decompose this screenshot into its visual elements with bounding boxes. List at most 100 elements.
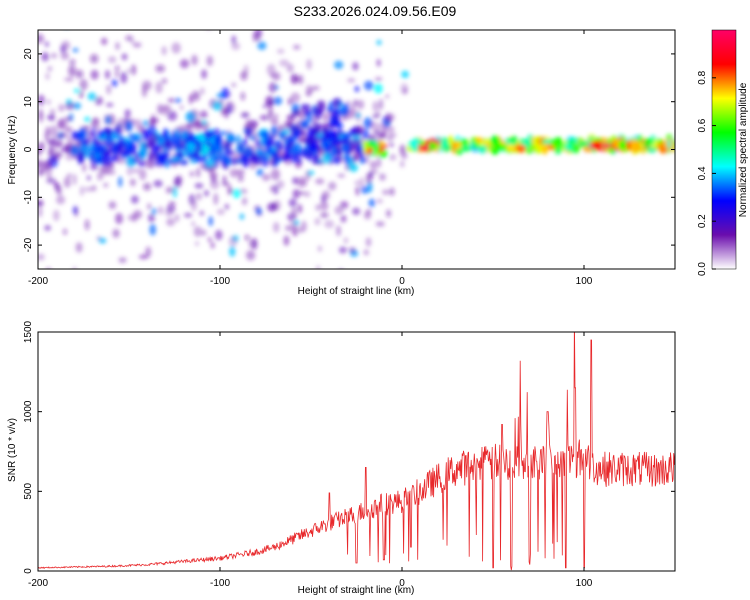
- heatmap-cell: [240, 112, 250, 118]
- x-tick-label: -100: [210, 276, 230, 287]
- heatmap-cell: [222, 175, 227, 186]
- heatmap-cell: [132, 157, 139, 164]
- heatmap-cell: [166, 278, 172, 282]
- heatmap-cell: [478, 143, 488, 155]
- heatmap-cell: [292, 176, 299, 185]
- heatmap-cell: [191, 90, 201, 102]
- heatmap-cell: [322, 136, 328, 147]
- heatmap-cell: [221, 87, 230, 99]
- colorbar-label: Normalized spectral amplitude: [738, 82, 749, 217]
- heatmap-cell: [305, 84, 313, 97]
- heatmap-cell: [44, 159, 53, 171]
- heatmap-cell: [55, 195, 66, 205]
- heatmap-cell: [375, 221, 385, 227]
- heatmap-cell: [195, 141, 204, 153]
- y-tick-label: 10: [23, 96, 34, 108]
- heatmap-cell: [38, 149, 42, 156]
- heatmap-cell: [50, 141, 61, 147]
- heatmap-cell: [306, 58, 312, 70]
- heatmap-cell: [305, 136, 316, 145]
- heatmap-cell: [261, 131, 271, 138]
- heatmap-cell: [210, 241, 215, 249]
- heatmap-cell: [268, 82, 277, 93]
- heatmap-cell: [297, 74, 304, 85]
- heatmap-cell: [86, 131, 95, 137]
- heatmap-cell: [49, 108, 56, 114]
- heatmap-cell: [385, 125, 395, 133]
- heatmap-cell: [327, 129, 336, 140]
- heatmap-cell: [142, 119, 149, 127]
- heatmap-cell: [376, 198, 383, 204]
- heatmap-cell: [328, 136, 335, 143]
- heatmap-cell: [380, 131, 387, 138]
- heatmap-cell: [44, 224, 52, 231]
- heatmap-cell: [279, 59, 290, 67]
- heatmap-cell: [38, 167, 42, 176]
- heatmap-cell: [316, 133, 324, 139]
- heatmap-cell: [87, 144, 93, 154]
- heatmap-cell: [290, 92, 301, 103]
- heatmap-cell: [290, 144, 299, 154]
- heatmap-cell: [272, 221, 280, 233]
- x-tick-label: -200: [28, 578, 48, 589]
- heatmap-cell: [94, 117, 100, 125]
- heatmap-cell: [188, 94, 194, 105]
- heatmap-cell: [118, 257, 127, 264]
- heatmap-cell: [175, 129, 181, 138]
- heatmap-cell: [240, 91, 246, 101]
- heatmap-cell: [327, 181, 337, 191]
- heatmap-cell: [65, 116, 73, 122]
- heatmap-cell: [278, 132, 284, 138]
- heatmap-cell: [179, 105, 184, 110]
- heatmap-cell: [186, 153, 191, 158]
- heatmap-cell: [332, 97, 343, 108]
- heatmap-cell: [48, 139, 53, 146]
- heatmap-cell: [41, 52, 50, 62]
- heatmap-cell: [138, 148, 147, 159]
- x-tick-label: 100: [576, 578, 593, 589]
- heatmap-cell: [143, 182, 152, 191]
- heatmap-cell: [115, 65, 120, 71]
- heatmap-cell: [110, 132, 119, 141]
- heatmap-cell: [291, 206, 298, 217]
- heatmap-cell: [147, 213, 155, 223]
- heatmap-cell: [324, 219, 335, 229]
- heatmap-cell: [130, 64, 137, 76]
- heatmap-cell: [375, 147, 380, 153]
- heatmap-cell: [273, 96, 283, 106]
- heatmap-cell: [270, 117, 279, 126]
- heatmap-cell: [573, 144, 580, 154]
- heatmap-cell: [127, 214, 136, 222]
- heatmap-cell: [347, 141, 356, 148]
- heatmap-cell: [104, 69, 111, 80]
- heatmap-cell: [474, 137, 484, 143]
- y-tick-label: 1500: [23, 320, 34, 343]
- heatmap-cell: [379, 98, 384, 111]
- heatmap-cell: [506, 143, 516, 152]
- heatmap-cell: [179, 58, 190, 69]
- heatmap-cell: [107, 56, 117, 64]
- heatmap-cell: [315, 204, 321, 211]
- heatmap-cell: [115, 142, 123, 155]
- heatmap-cell: [163, 139, 171, 150]
- heatmap-cell: [227, 157, 238, 166]
- heatmap-cell: [334, 137, 341, 143]
- heatmap-cell: [331, 144, 337, 156]
- heatmap-cell: [288, 198, 297, 208]
- heatmap-cell: [345, 153, 350, 166]
- heatmap-cell: [147, 152, 155, 163]
- heatmap-cell: [193, 226, 203, 237]
- heatmap-cell: [319, 201, 329, 211]
- colorbar-tick-label: 0.0: [697, 262, 708, 276]
- heatmap-cell: [373, 130, 382, 137]
- heatmap-cell: [272, 113, 279, 119]
- colorbar-tick-label: 0.8: [697, 70, 708, 84]
- snr-ylabel: SNR (10 * v/v): [7, 418, 18, 482]
- heatmap-cell: [293, 44, 301, 50]
- heatmap-cell: [300, 121, 308, 129]
- heatmap-cell: [105, 115, 111, 125]
- y-tick-label: 1000: [23, 400, 34, 423]
- heatmap-cell: [58, 138, 63, 147]
- heatmap-cell: [67, 138, 74, 144]
- heatmap-cell: [84, 186, 94, 192]
